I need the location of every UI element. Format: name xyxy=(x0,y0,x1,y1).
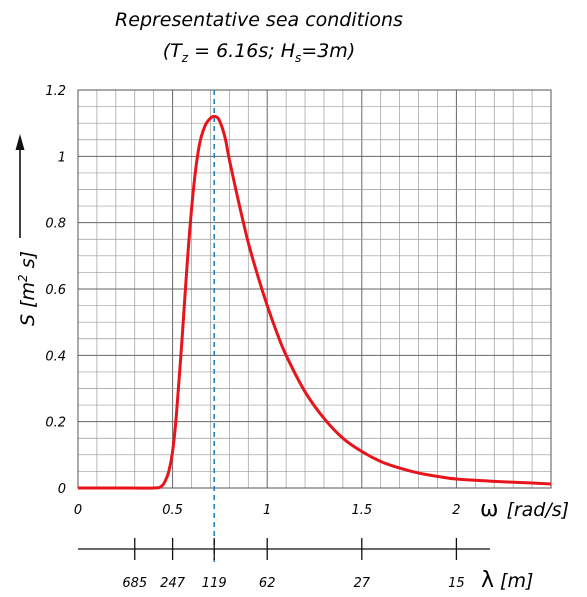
y-tick-label: 0.4 xyxy=(45,349,66,364)
plot-grid xyxy=(78,90,551,488)
y-tick-label: 0 xyxy=(58,482,66,497)
x-tick-label: 0.5 xyxy=(162,503,183,518)
y-axis-label: S [m2 s] xyxy=(16,251,39,326)
y-tick-label: 1.2 xyxy=(45,84,66,99)
wavelength-axis-label: λ [m] xyxy=(481,568,533,593)
x-tick-label: 2 xyxy=(452,503,460,518)
wavelength-ticks: 685 247 119 62 27 15 xyxy=(122,538,465,591)
y-tick-labels: 0 0.2 0.4 0.6 0.8 1 1.2 xyxy=(45,84,66,497)
chart-title: Representative sea conditions xyxy=(115,9,403,31)
x-tick-labels: 0 0.5 1 1.5 2 xyxy=(74,503,461,518)
spectrum-line xyxy=(78,115,552,490)
y-axis-arrow xyxy=(15,134,25,238)
x-axis-label: ω [rad/s] xyxy=(480,497,569,522)
plot-frame xyxy=(77,89,552,489)
x-tick-label: 1.5 xyxy=(351,503,372,518)
wavelength-tick-label: 27 xyxy=(354,576,371,591)
wavelength-tick-label: 119 xyxy=(202,576,227,591)
y-tick-label: 0.2 xyxy=(45,416,66,431)
x-tick-label: 1 xyxy=(263,503,271,518)
y-tick-label: 0.6 xyxy=(45,283,66,298)
wavelength-tick-label: 685 xyxy=(122,576,147,591)
y-tick-label: 1 xyxy=(58,150,66,165)
y-tick-label: 0.8 xyxy=(45,217,66,232)
chart-subtitle: (Tz = 6.16s; Hs=3m) xyxy=(163,40,355,65)
wavelength-tick-label: 62 xyxy=(259,576,276,591)
wavelength-tick-label: 247 xyxy=(160,576,186,591)
wavelength-tick-label: 15 xyxy=(448,576,465,591)
x-tick-label: 0 xyxy=(74,503,82,518)
